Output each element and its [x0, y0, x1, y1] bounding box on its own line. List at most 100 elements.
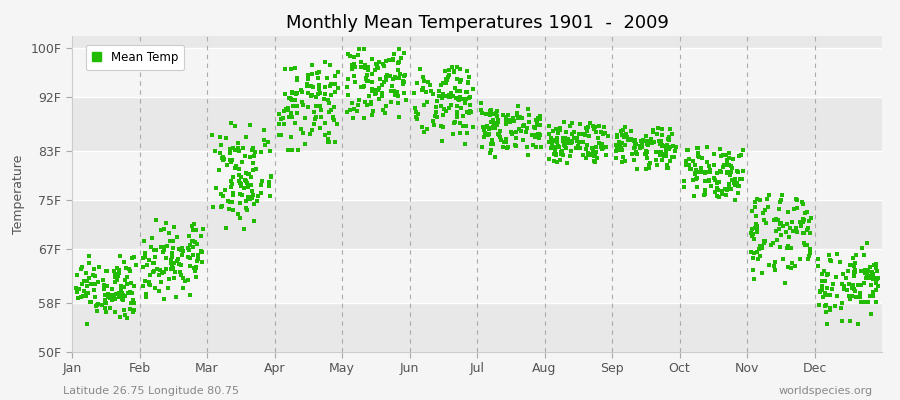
Point [836, 286, 850, 292]
Point [204, 132, 219, 138]
Point [407, 90, 421, 96]
Point [546, 137, 561, 143]
Point [453, 87, 467, 94]
Point [326, 114, 340, 121]
Point [218, 186, 232, 193]
Point [122, 289, 137, 295]
Point [525, 132, 539, 138]
Point [184, 242, 198, 248]
Point [796, 219, 810, 225]
Point [364, 101, 378, 108]
Point [225, 199, 239, 205]
Point [616, 153, 630, 160]
Point [454, 77, 468, 83]
Point [664, 154, 679, 161]
Point [681, 162, 696, 168]
Point [103, 295, 117, 302]
Point [558, 134, 572, 141]
Point [76, 293, 90, 299]
Point [719, 161, 733, 168]
Point [242, 194, 256, 200]
Point [91, 300, 105, 307]
Point [215, 155, 230, 162]
Point [320, 75, 334, 82]
Point [379, 103, 393, 109]
Point [248, 149, 262, 155]
Point [339, 84, 354, 90]
Point [862, 274, 877, 281]
Point [112, 270, 126, 276]
Point [531, 131, 545, 137]
Point [576, 139, 590, 145]
Point [800, 242, 814, 248]
Point [544, 138, 559, 145]
Point [852, 294, 867, 300]
Point [542, 156, 556, 162]
Point [719, 192, 733, 198]
Point [392, 67, 406, 73]
Point [248, 218, 262, 224]
Point [187, 264, 202, 271]
Point [459, 95, 473, 102]
Point [434, 82, 448, 88]
Point [799, 226, 814, 233]
Point [443, 94, 457, 100]
Point [730, 180, 744, 186]
Point [639, 133, 653, 140]
Point [864, 310, 878, 317]
Point [228, 123, 242, 130]
Point [660, 142, 674, 148]
Point [544, 145, 558, 151]
Point [865, 270, 879, 276]
Point [773, 220, 788, 226]
Point [456, 96, 471, 102]
Point [107, 296, 122, 302]
Point [225, 157, 239, 163]
Point [643, 160, 657, 166]
Point [516, 137, 530, 144]
Point [630, 166, 644, 173]
Point [793, 218, 807, 225]
Point [392, 46, 406, 52]
Point [639, 148, 653, 154]
Point [223, 199, 238, 205]
Point [842, 293, 856, 299]
Point [747, 236, 761, 242]
Point [686, 177, 700, 183]
Point [222, 206, 237, 212]
Point [688, 169, 702, 176]
Point [285, 103, 300, 109]
Point [572, 131, 586, 138]
Point [376, 107, 391, 113]
Point [464, 108, 478, 115]
Point [317, 96, 331, 102]
Point [736, 168, 751, 175]
Point [829, 273, 843, 280]
Point [796, 201, 810, 208]
Point [500, 144, 515, 150]
Point [870, 276, 885, 282]
Point [840, 287, 854, 294]
Point [136, 264, 150, 270]
Point [78, 292, 93, 299]
Point [375, 90, 390, 96]
Point [301, 104, 315, 110]
Point [78, 290, 93, 296]
Point [586, 158, 600, 164]
Point [386, 88, 400, 94]
Point [501, 112, 516, 118]
Point [156, 244, 170, 250]
Point [377, 63, 392, 70]
Point [753, 243, 768, 249]
Point [226, 174, 240, 180]
Point [835, 300, 850, 306]
Point [820, 272, 834, 278]
Point [519, 144, 534, 150]
Point [186, 244, 201, 250]
Point [244, 174, 258, 180]
Point [482, 126, 496, 132]
Point [174, 272, 188, 278]
Point [305, 62, 320, 68]
Point [222, 150, 237, 157]
Point [774, 192, 788, 198]
